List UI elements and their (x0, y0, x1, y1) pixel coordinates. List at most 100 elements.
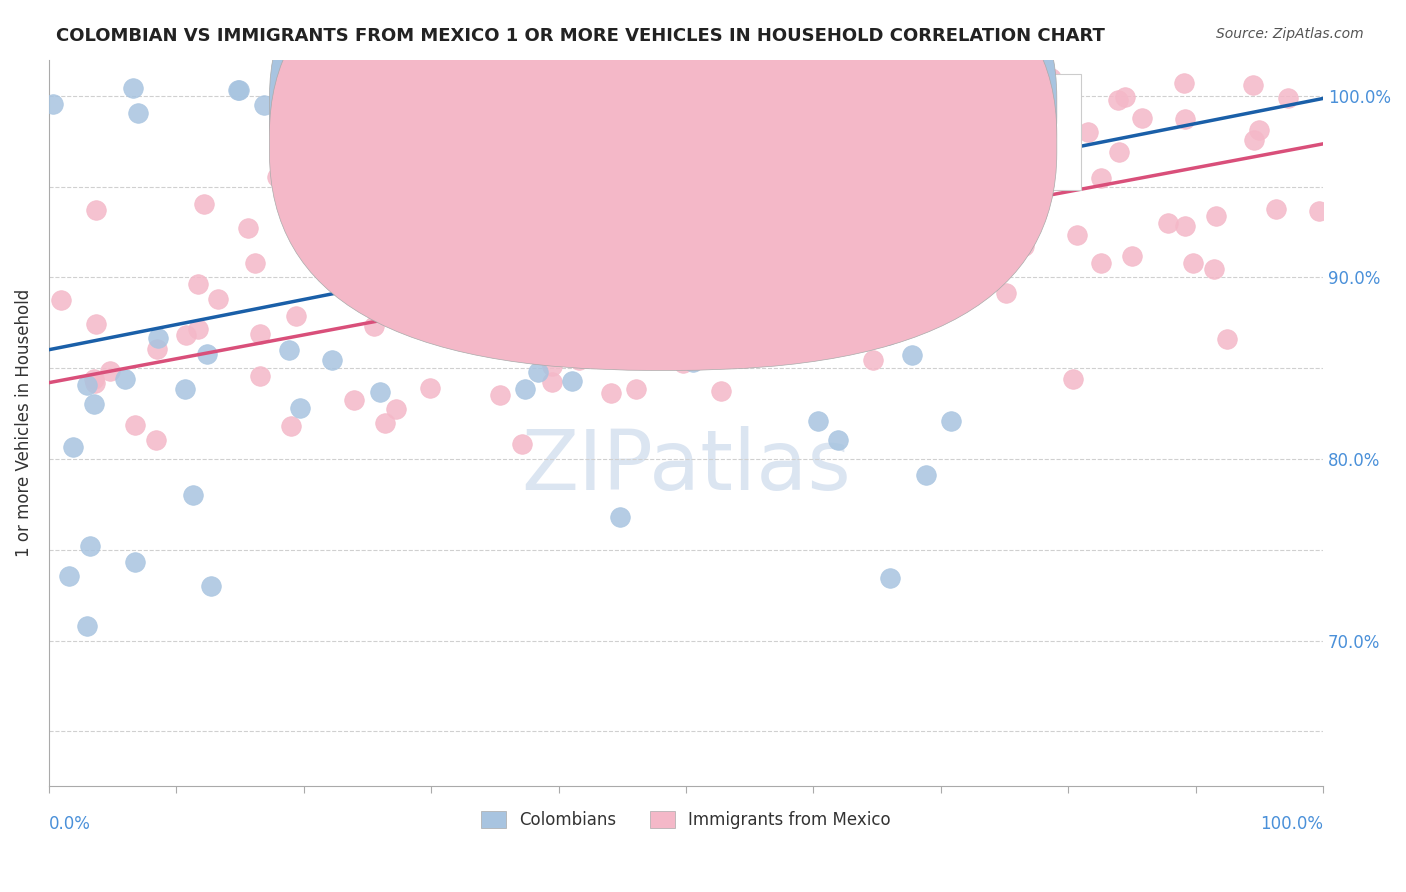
Point (1001, 169, 1024, 183)
Point (759, 172, 782, 186)
Point (1019, 176, 1042, 190)
Point (349, 91, 371, 105)
Point (354, 93, 377, 107)
Point (84, 203, 107, 218)
Point (385, 401, 408, 416)
Point (42, 96, 65, 111)
Point (114, 372, 136, 386)
Point (561, 375, 583, 389)
Point (413, 89, 436, 103)
Text: R =: R = (683, 89, 723, 107)
Point (124, 418, 146, 433)
Point (877, 328, 900, 343)
Point (226, 82, 249, 96)
Point (395, 105, 418, 120)
Point (1066, 227, 1088, 242)
Point (1249, 123, 1271, 137)
Point (529, 86, 551, 100)
Point (1029, 70, 1052, 85)
Point (437, 325, 460, 339)
Point (515, 333, 537, 347)
Point (830, 322, 852, 336)
Point (778, 263, 800, 277)
Point (62, 440, 84, 454)
Point (800, 269, 823, 284)
Point (363, 318, 385, 333)
Point (883, 196, 905, 211)
Point (616, 104, 638, 119)
Point (340, 267, 363, 281)
Point (600, 386, 623, 401)
Point (1243, 133, 1265, 147)
Point (1035, 85, 1057, 99)
Point (868, 196, 890, 211)
Point (522, 319, 544, 334)
Point (793, 271, 815, 285)
Point (558, 313, 581, 327)
Point (637, 254, 659, 268)
Point (862, 353, 884, 368)
Point (813, 254, 835, 268)
Point (828, 146, 851, 161)
Point (827, 434, 849, 448)
Point (1277, 91, 1299, 105)
Point (145, 433, 167, 447)
Point (626, 382, 648, 396)
Point (527, 310, 550, 325)
Point (1205, 209, 1227, 223)
Point (1107, 94, 1129, 108)
Point (84, 318, 107, 332)
Point (821, 301, 844, 316)
Point (609, 510, 631, 524)
Text: 0.700: 0.700 (747, 126, 804, 144)
Text: 0.0%: 0.0% (49, 814, 91, 833)
Point (904, 228, 927, 243)
Point (343, 99, 366, 113)
Point (949, 219, 972, 234)
Point (83, 397, 105, 411)
Point (520, 307, 543, 321)
Point (693, 70, 716, 85)
Point (941, 252, 963, 267)
Point (195, 347, 218, 361)
Point (200, 579, 222, 593)
Point (879, 571, 901, 585)
Point (124, 555, 146, 569)
Point (1024, 160, 1046, 174)
Point (787, 205, 810, 219)
Point (779, 201, 801, 215)
Point (884, 169, 907, 184)
Point (1090, 171, 1112, 186)
Point (672, 356, 695, 370)
Point (122, 81, 145, 95)
Point (953, 225, 976, 239)
Point (1108, 145, 1130, 159)
Point (710, 384, 733, 399)
Point (583, 210, 606, 224)
Point (343, 392, 366, 407)
Point (1216, 332, 1239, 346)
Point (449, 249, 471, 263)
Point (699, 317, 721, 331)
Text: R =: R = (683, 126, 723, 144)
Point (581, 208, 603, 222)
Point (905, 242, 928, 256)
Point (682, 355, 704, 369)
Point (489, 387, 512, 401)
Point (527, 365, 550, 379)
Point (146, 342, 169, 356)
Point (754, 209, 776, 223)
Point (249, 368, 271, 383)
Point (1181, 255, 1204, 269)
Point (1174, 219, 1197, 234)
Point (243, 256, 266, 270)
Legend: Colombians, Immigrants from Mexico: Colombians, Immigrants from Mexico (474, 804, 897, 836)
Point (934, 229, 956, 244)
Point (623, 170, 645, 185)
Point (548, 88, 571, 103)
Point (609, 93, 631, 107)
Point (695, 303, 717, 318)
Point (623, 330, 645, 344)
Point (536, 315, 558, 329)
Point (541, 375, 564, 389)
